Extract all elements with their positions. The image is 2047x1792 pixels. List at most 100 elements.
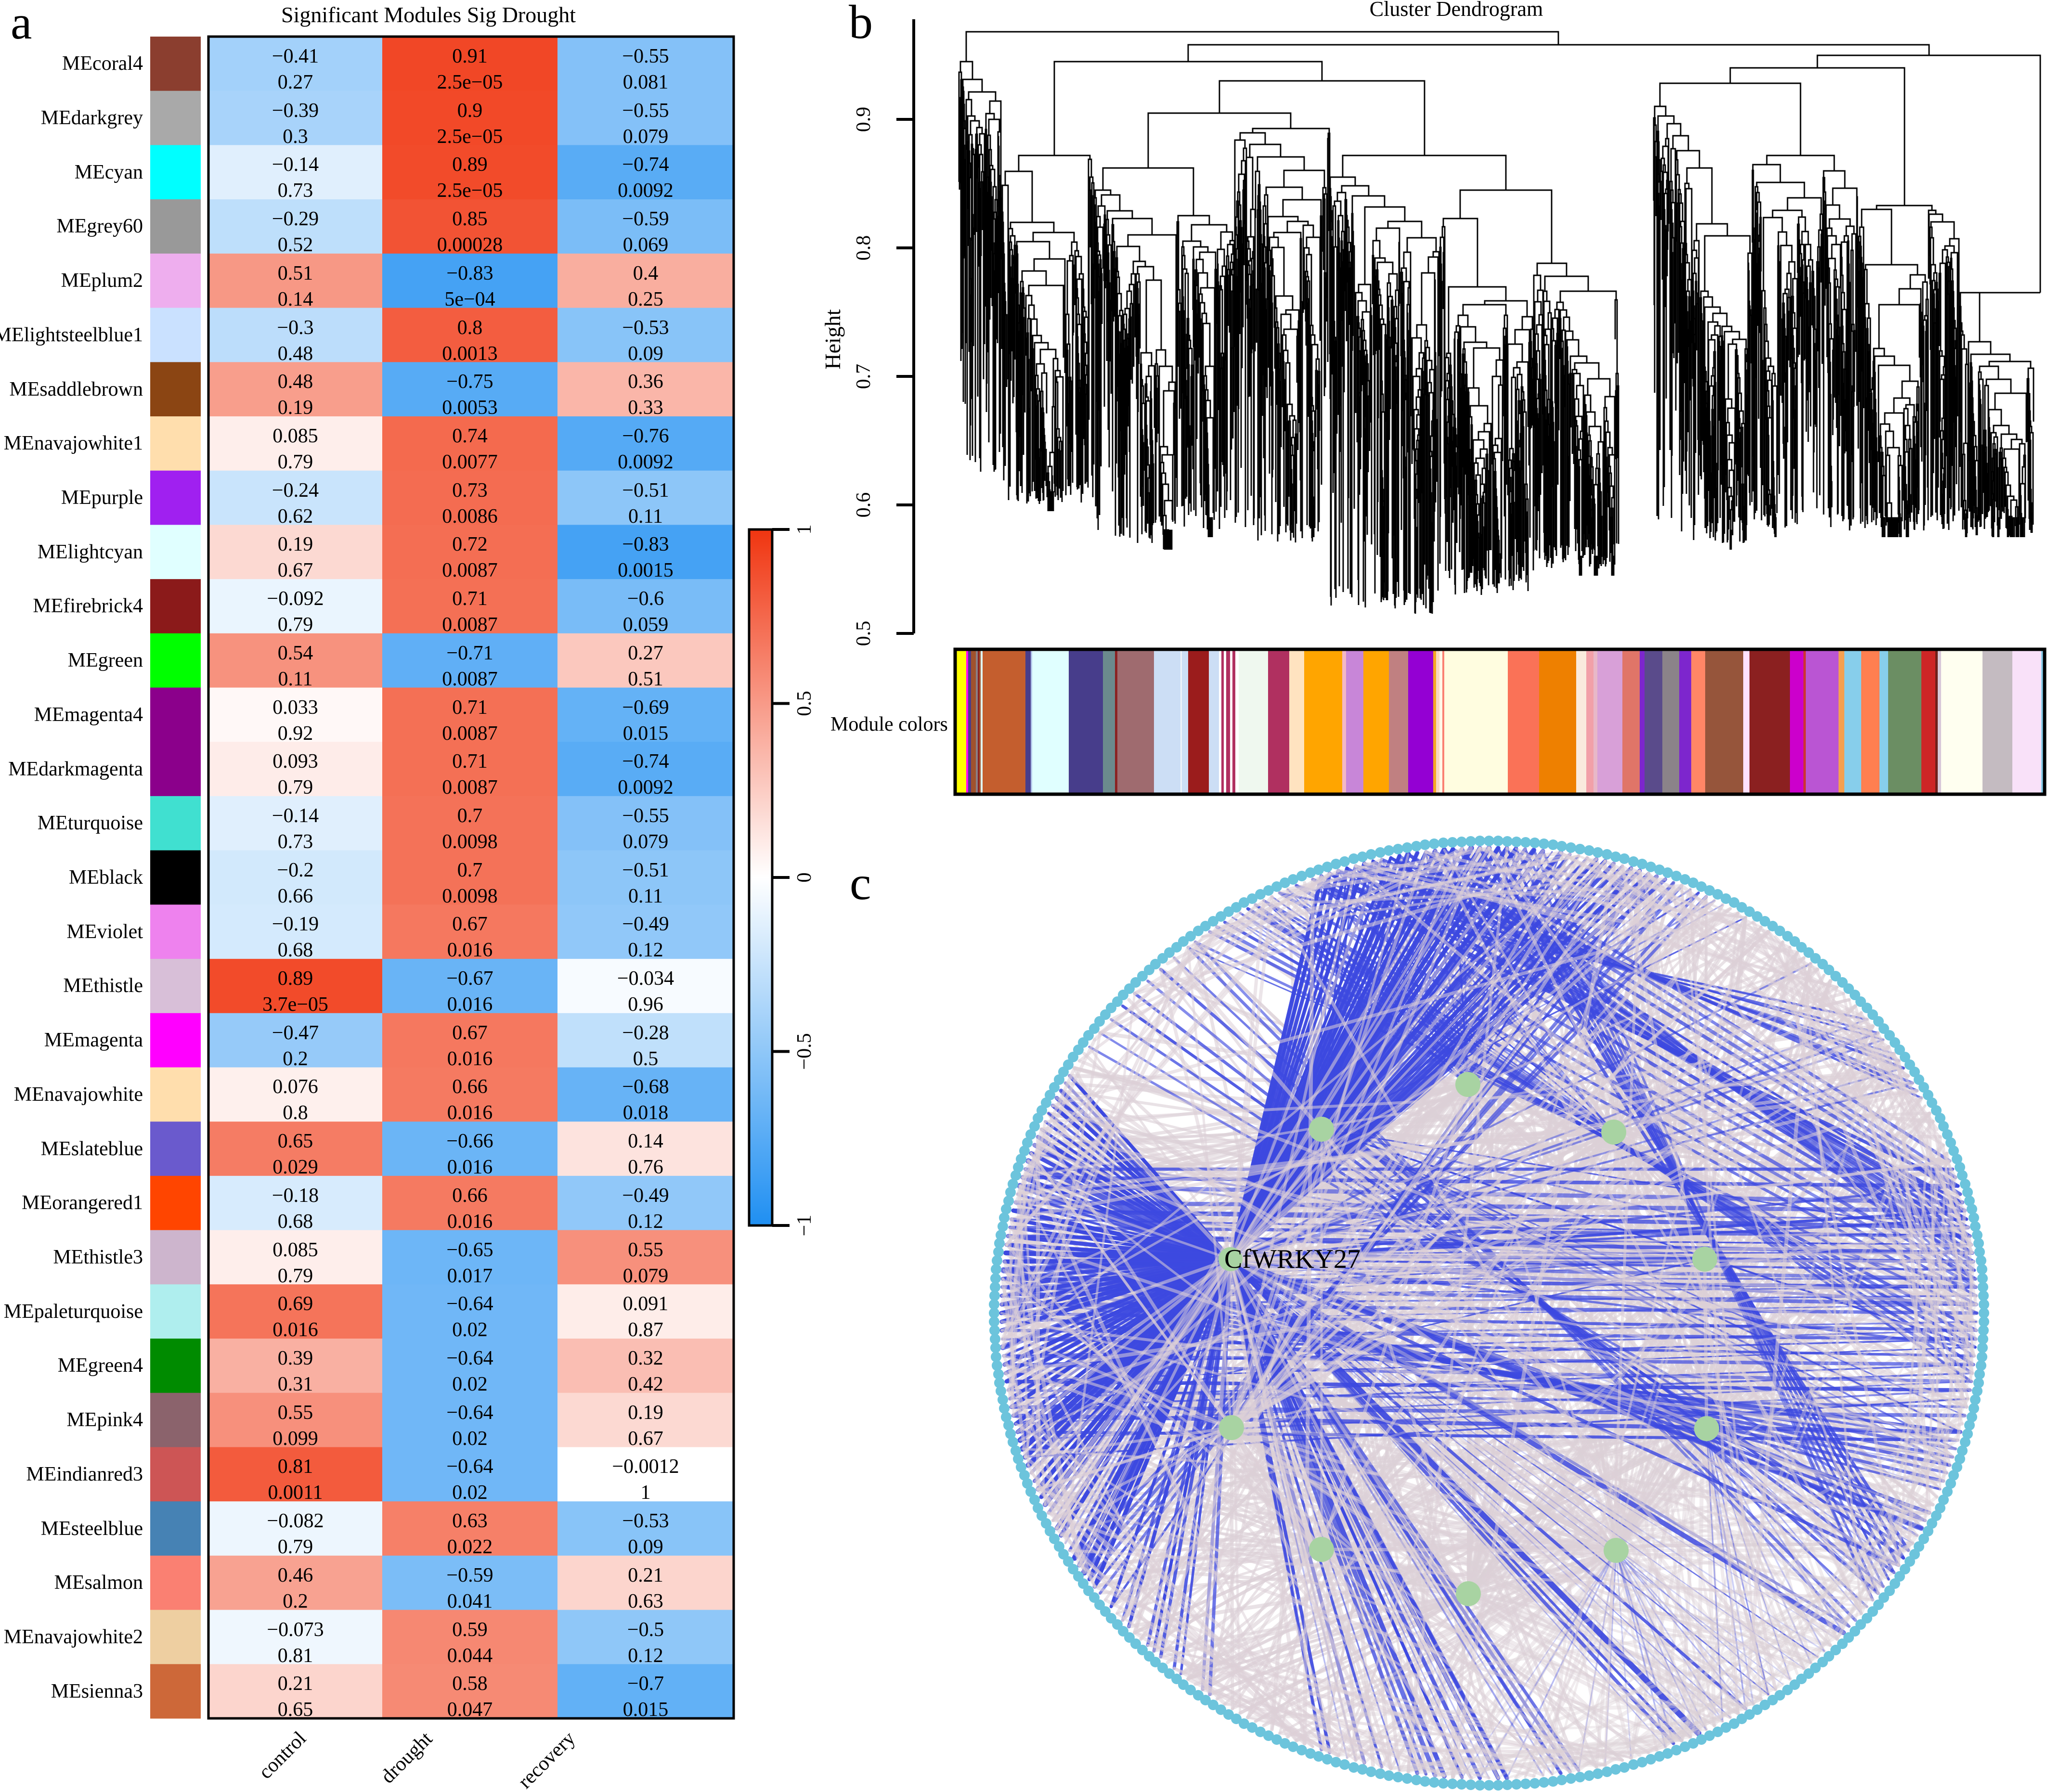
svg-text:0.081: 0.081 — [623, 71, 669, 93]
svg-text:0.58: 0.58 — [452, 1673, 488, 1695]
svg-text:MEmagenta: MEmagenta — [44, 1029, 143, 1051]
svg-text:0.7: 0.7 — [457, 805, 483, 827]
svg-text:−0.64: −0.64 — [446, 1347, 493, 1369]
svg-text:0.3: 0.3 — [283, 126, 308, 148]
svg-text:0.9: 0.9 — [853, 107, 875, 132]
svg-text:MEpaleturquoise: MEpaleturquoise — [4, 1301, 143, 1323]
svg-text:0.085: 0.085 — [272, 1239, 318, 1261]
svg-text:0.022: 0.022 — [447, 1536, 493, 1558]
svg-text:−0.49: −0.49 — [622, 913, 669, 935]
svg-text:−0.29: −0.29 — [272, 208, 319, 230]
svg-text:0.36: 0.36 — [628, 371, 663, 393]
svg-text:MEsalmon: MEsalmon — [54, 1572, 143, 1594]
svg-text:0.016: 0.016 — [447, 939, 493, 961]
svg-text:0.0087: 0.0087 — [442, 776, 498, 799]
svg-text:−0.74: −0.74 — [622, 154, 669, 176]
svg-text:−0.6: −0.6 — [627, 588, 664, 610]
svg-text:−0.2: −0.2 — [277, 859, 313, 881]
svg-text:MElightsteelblue1: MElightsteelblue1 — [0, 324, 143, 346]
svg-text:0.11: 0.11 — [628, 505, 663, 528]
svg-text:MEplum2: MEplum2 — [61, 270, 143, 292]
svg-text:0.52: 0.52 — [278, 234, 313, 256]
svg-text:−0.65: −0.65 — [446, 1239, 493, 1261]
svg-text:0.73: 0.73 — [452, 479, 488, 502]
svg-text:−0.67: −0.67 — [446, 967, 493, 990]
svg-text:−0.14: −0.14 — [272, 805, 319, 827]
svg-text:0.87: 0.87 — [628, 1319, 663, 1341]
svg-text:−0.71: −0.71 — [446, 642, 493, 664]
svg-text:0.67: 0.67 — [278, 559, 313, 581]
svg-text:−0.14: −0.14 — [272, 154, 319, 176]
svg-text:0.81: 0.81 — [278, 1456, 313, 1478]
svg-text:−0.64: −0.64 — [446, 1456, 493, 1478]
svg-text:0.11: 0.11 — [278, 668, 313, 690]
svg-text:0.66: 0.66 — [452, 1185, 488, 1207]
svg-text:0.017: 0.017 — [447, 1265, 493, 1287]
svg-text:0.46: 0.46 — [278, 1564, 313, 1586]
svg-text:0.12: 0.12 — [628, 939, 663, 961]
svg-text:MEsteelblue: MEsteelblue — [41, 1518, 143, 1540]
svg-text:0.51: 0.51 — [278, 262, 313, 284]
svg-text:0.016: 0.016 — [447, 1102, 493, 1124]
svg-text:0.016: 0.016 — [447, 1156, 493, 1178]
svg-text:0.0087: 0.0087 — [442, 614, 498, 636]
svg-text:−1: −1 — [793, 1215, 816, 1237]
svg-text:0.59: 0.59 — [452, 1619, 488, 1641]
svg-text:MEcyan: MEcyan — [75, 161, 143, 183]
svg-text:0.016: 0.016 — [447, 1048, 493, 1070]
svg-text:0.015: 0.015 — [623, 1699, 669, 1721]
svg-text:0.96: 0.96 — [628, 993, 663, 1016]
svg-text:Cluster Dendrogram: Cluster Dendrogram — [1370, 0, 1543, 21]
svg-text:0.67: 0.67 — [452, 1022, 488, 1044]
svg-text:−0.55: −0.55 — [622, 100, 669, 122]
svg-text:a: a — [11, 0, 32, 49]
svg-text:0.48: 0.48 — [278, 343, 313, 365]
svg-text:0.27: 0.27 — [628, 642, 663, 664]
svg-text:0.0053: 0.0053 — [442, 397, 498, 419]
svg-text:0.39: 0.39 — [278, 1347, 313, 1369]
svg-text:MEnavajowhite: MEnavajowhite — [14, 1083, 143, 1106]
svg-text:−0.19: −0.19 — [272, 913, 319, 935]
svg-text:0.79: 0.79 — [278, 1536, 313, 1558]
svg-text:MEdarkgrey: MEdarkgrey — [41, 107, 143, 129]
svg-text:−0.3: −0.3 — [277, 317, 313, 339]
svg-text:0.015: 0.015 — [623, 722, 669, 745]
svg-text:0.48: 0.48 — [278, 371, 313, 393]
svg-text:0.65: 0.65 — [278, 1130, 313, 1152]
svg-text:0.5: 0.5 — [853, 621, 875, 646]
svg-text:−0.082: −0.082 — [267, 1510, 324, 1532]
svg-text:0.0011: 0.0011 — [268, 1482, 323, 1504]
svg-text:0.79: 0.79 — [278, 451, 313, 473]
svg-text:−0.41: −0.41 — [272, 45, 319, 67]
svg-text:0.018: 0.018 — [623, 1102, 669, 1124]
svg-text:b: b — [849, 0, 873, 49]
svg-text:0.21: 0.21 — [278, 1673, 313, 1695]
svg-text:0.00028: 0.00028 — [437, 234, 503, 256]
svg-text:0.0092: 0.0092 — [618, 180, 674, 202]
svg-text:−0.55: −0.55 — [622, 805, 669, 827]
svg-text:0.71: 0.71 — [452, 696, 488, 719]
svg-text:MEmagenta4: MEmagenta4 — [34, 704, 143, 726]
svg-text:−0.39: −0.39 — [272, 100, 319, 122]
svg-text:0.63: 0.63 — [628, 1590, 663, 1612]
svg-text:MEnavajowhite1: MEnavajowhite1 — [4, 432, 143, 454]
svg-text:MEblack: MEblack — [69, 866, 143, 889]
svg-text:MEsaddlebrown: MEsaddlebrown — [9, 378, 143, 400]
svg-text:0.02: 0.02 — [452, 1373, 488, 1395]
svg-text:0.0013: 0.0013 — [442, 343, 498, 365]
svg-text:MEorangered1: MEorangered1 — [22, 1192, 143, 1214]
svg-text:0.029: 0.029 — [272, 1156, 318, 1178]
svg-text:−0.51: −0.51 — [622, 859, 669, 881]
svg-text:−0.0012: −0.0012 — [612, 1456, 679, 1478]
svg-text:−0.073: −0.073 — [267, 1619, 324, 1641]
svg-text:0.14: 0.14 — [628, 1130, 663, 1152]
svg-text:0.0098: 0.0098 — [442, 885, 498, 907]
svg-text:0.047: 0.047 — [447, 1699, 493, 1721]
svg-text:0.62: 0.62 — [278, 505, 313, 528]
svg-text:0.7: 0.7 — [457, 859, 483, 881]
svg-text:0.7: 0.7 — [853, 364, 875, 389]
svg-text:0.09: 0.09 — [628, 1536, 663, 1558]
svg-text:0.0077: 0.0077 — [442, 451, 498, 473]
svg-text:0.0092: 0.0092 — [618, 776, 674, 799]
svg-text:MEindianred3: MEindianred3 — [26, 1463, 143, 1485]
